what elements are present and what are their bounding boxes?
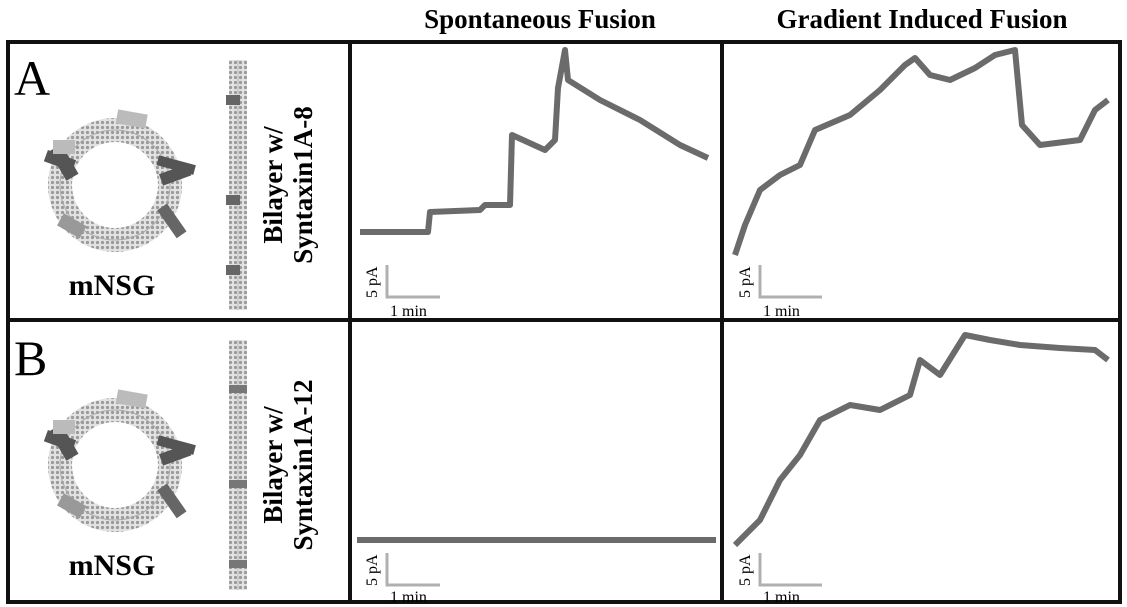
scale-bar [758, 265, 822, 299]
vesicle-icon [44, 109, 196, 240]
vesicle-label: mNSG [69, 549, 156, 582]
vesicle-icon [44, 389, 196, 520]
current-trace [732, 332, 1110, 548]
scale-label: 1 min [390, 589, 427, 606]
scale-label: 5 pA [364, 266, 381, 298]
bilayer-label: Syntaxin1A-8 [288, 106, 318, 264]
row: B mNSG Bilayer w/ Syntaxin1A-12 5 pA 1 m… [14, 330, 1110, 606]
column-header: Spontaneous Fusion [424, 4, 656, 34]
current-trace [360, 47, 710, 235]
panel-letter: B [14, 330, 47, 386]
scale-label: 5 pA [737, 266, 754, 298]
current-trace [732, 47, 1110, 256]
vesicle-label: mNSG [69, 269, 156, 302]
scale-label: 1 min [763, 303, 800, 320]
bilayer-label: Bilayer w/ [258, 406, 288, 524]
panel-letter: A [14, 50, 50, 106]
bilayer-icon [228, 339, 248, 591]
scale-label: 5 pA [737, 554, 754, 586]
column-header: Gradient Induced Fusion [776, 4, 1067, 34]
row: A mNSG Bilayer w/ Syntaxin1A-8 5 pA 1 mi… [14, 47, 1110, 320]
bilayer-label: Syntaxin1A-12 [288, 379, 318, 550]
scale-label: 1 min [390, 303, 427, 320]
scale-bar [385, 265, 440, 299]
scale-label: 5 pA [364, 554, 381, 586]
bilayer-label: Bilayer w/ [258, 126, 288, 244]
scale-label: 1 min [763, 589, 800, 606]
scale-bar [385, 553, 440, 587]
scale-bar [758, 553, 822, 587]
